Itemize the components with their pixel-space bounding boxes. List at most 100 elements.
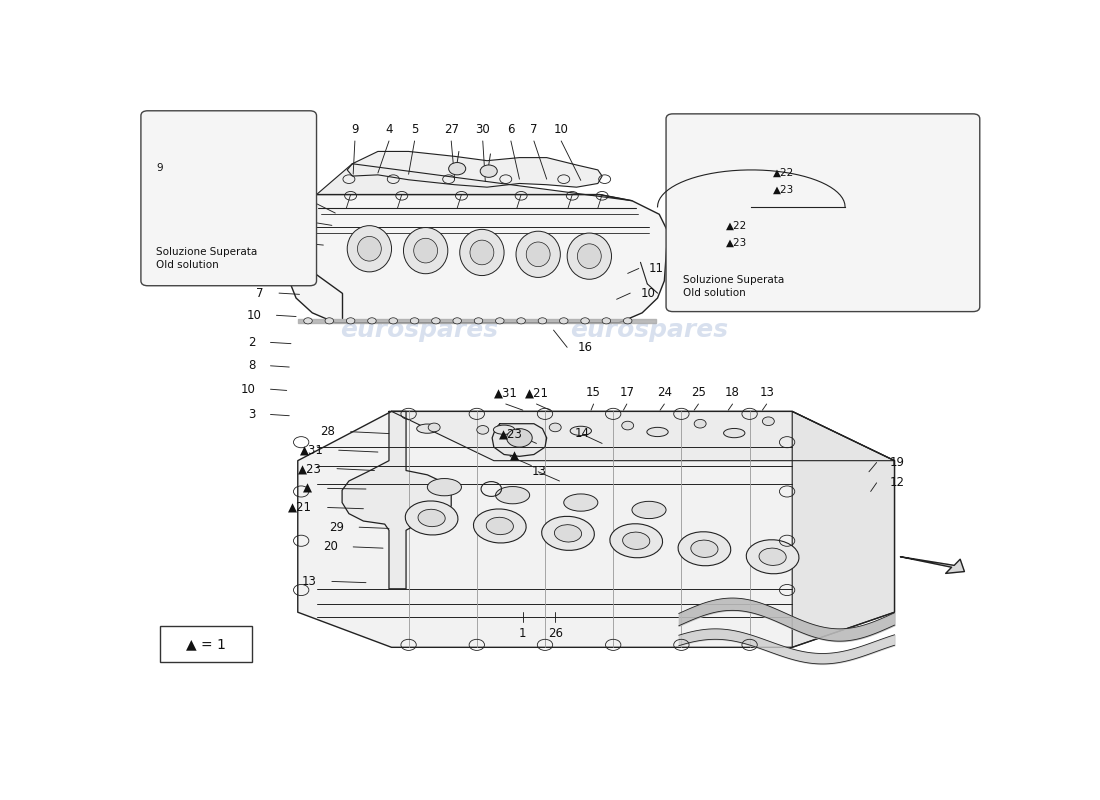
Polygon shape: [492, 424, 547, 456]
Circle shape: [621, 422, 634, 430]
Text: 10: 10: [553, 123, 569, 136]
Ellipse shape: [358, 237, 382, 261]
Ellipse shape: [486, 518, 514, 534]
Polygon shape: [342, 411, 451, 589]
Circle shape: [517, 318, 526, 324]
Polygon shape: [298, 411, 894, 647]
Text: 25: 25: [691, 386, 706, 399]
Polygon shape: [348, 151, 602, 187]
Ellipse shape: [473, 509, 526, 543]
Ellipse shape: [405, 501, 458, 535]
Circle shape: [410, 318, 419, 324]
Circle shape: [507, 429, 532, 447]
Ellipse shape: [724, 429, 745, 438]
Text: 20: 20: [323, 541, 338, 554]
Ellipse shape: [470, 240, 494, 265]
Text: 26: 26: [548, 627, 563, 640]
Text: ▲31: ▲31: [299, 444, 323, 457]
Text: 10: 10: [240, 382, 255, 396]
Circle shape: [549, 423, 561, 432]
Circle shape: [538, 318, 547, 324]
Text: 10: 10: [280, 194, 295, 207]
Ellipse shape: [678, 532, 730, 566]
Circle shape: [624, 318, 631, 324]
Ellipse shape: [417, 424, 438, 434]
Text: 28: 28: [320, 426, 336, 438]
Circle shape: [762, 417, 774, 426]
Text: ▲31: ▲31: [494, 386, 518, 399]
Text: 4: 4: [385, 123, 393, 136]
Text: eurospares: eurospares: [340, 318, 498, 342]
Text: 13: 13: [531, 466, 547, 478]
Circle shape: [602, 318, 610, 324]
Text: 30: 30: [475, 123, 491, 136]
Ellipse shape: [647, 427, 668, 437]
Polygon shape: [901, 557, 965, 574]
Text: 7: 7: [256, 286, 264, 300]
Text: ▲22: ▲22: [772, 168, 794, 178]
FancyBboxPatch shape: [160, 626, 252, 662]
Polygon shape: [289, 194, 668, 322]
Text: 18: 18: [725, 386, 740, 399]
Text: eurospares: eurospares: [340, 466, 498, 490]
Circle shape: [428, 423, 440, 432]
Text: 8: 8: [248, 359, 255, 372]
Text: ▲ = 1: ▲ = 1: [186, 638, 225, 651]
Ellipse shape: [526, 242, 550, 266]
Circle shape: [449, 162, 465, 175]
Text: 29: 29: [329, 521, 344, 534]
Text: 14: 14: [574, 427, 590, 440]
Ellipse shape: [495, 486, 530, 504]
Text: 1: 1: [519, 627, 527, 640]
Ellipse shape: [570, 426, 592, 435]
Text: ▲21: ▲21: [288, 501, 312, 514]
Ellipse shape: [578, 244, 602, 269]
Text: Soluzione Superata
Old solution: Soluzione Superata Old solution: [156, 246, 257, 270]
Circle shape: [431, 318, 440, 324]
Text: 10: 10: [246, 309, 261, 322]
Text: 5: 5: [411, 123, 418, 136]
Ellipse shape: [623, 532, 650, 550]
Text: ▲23: ▲23: [726, 238, 747, 248]
Circle shape: [453, 318, 462, 324]
Text: 10: 10: [267, 236, 283, 249]
Text: 13: 13: [301, 575, 317, 588]
Text: ▲22: ▲22: [726, 220, 747, 230]
Text: eurospares: eurospares: [570, 318, 728, 342]
Text: 27: 27: [443, 123, 459, 136]
Text: 15: 15: [586, 386, 601, 399]
Text: 9: 9: [351, 123, 359, 136]
Circle shape: [367, 318, 376, 324]
Text: 16: 16: [578, 341, 593, 354]
Ellipse shape: [414, 238, 438, 263]
Ellipse shape: [404, 227, 448, 274]
Polygon shape: [317, 164, 631, 201]
Text: ▲: ▲: [304, 482, 312, 495]
Text: 9: 9: [286, 215, 294, 228]
Circle shape: [495, 318, 504, 324]
Text: 13: 13: [759, 386, 774, 399]
Circle shape: [389, 318, 397, 324]
Circle shape: [560, 318, 568, 324]
Text: 11: 11: [649, 262, 664, 275]
Ellipse shape: [516, 231, 560, 278]
Circle shape: [694, 419, 706, 428]
Circle shape: [304, 318, 312, 324]
Text: 19: 19: [890, 456, 904, 469]
FancyBboxPatch shape: [141, 110, 317, 286]
Circle shape: [581, 318, 590, 324]
Ellipse shape: [691, 540, 718, 558]
Polygon shape: [392, 411, 894, 461]
Text: 3: 3: [248, 408, 255, 421]
Text: ▲23: ▲23: [298, 462, 321, 475]
Text: 17: 17: [619, 386, 635, 399]
Ellipse shape: [563, 494, 597, 511]
Text: 7: 7: [530, 123, 538, 136]
Text: 6: 6: [507, 123, 515, 136]
Text: 10: 10: [640, 286, 656, 300]
Ellipse shape: [348, 226, 392, 272]
FancyBboxPatch shape: [666, 114, 980, 311]
Circle shape: [326, 318, 333, 324]
Ellipse shape: [631, 502, 666, 518]
Ellipse shape: [494, 425, 515, 434]
